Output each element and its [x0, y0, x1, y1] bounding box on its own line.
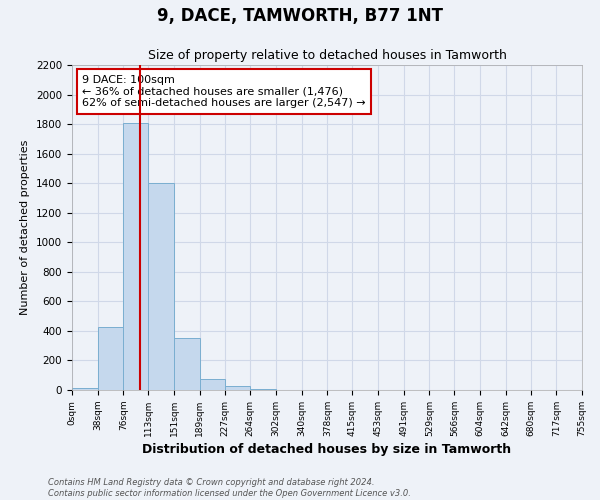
X-axis label: Distribution of detached houses by size in Tamworth: Distribution of detached houses by size …	[142, 443, 512, 456]
Text: 9, DACE, TAMWORTH, B77 1NT: 9, DACE, TAMWORTH, B77 1NT	[157, 8, 443, 26]
Bar	[148, 183, 174, 390]
Y-axis label: Number of detached properties: Number of detached properties	[20, 140, 31, 315]
Bar	[72, 388, 98, 390]
Text: Contains HM Land Registry data © Crown copyright and database right 2024.
Contai: Contains HM Land Registry data © Crown c…	[48, 478, 411, 498]
Title: Size of property relative to detached houses in Tamworth: Size of property relative to detached ho…	[148, 50, 506, 62]
Bar	[98, 327, 124, 390]
Bar	[200, 379, 226, 390]
Bar	[226, 386, 250, 390]
Text: 9 DACE: 100sqm
← 36% of detached houses are smaller (1,476)
62% of semi-detached: 9 DACE: 100sqm ← 36% of detached houses …	[82, 74, 366, 108]
Bar	[174, 338, 200, 390]
Bar	[124, 122, 148, 390]
